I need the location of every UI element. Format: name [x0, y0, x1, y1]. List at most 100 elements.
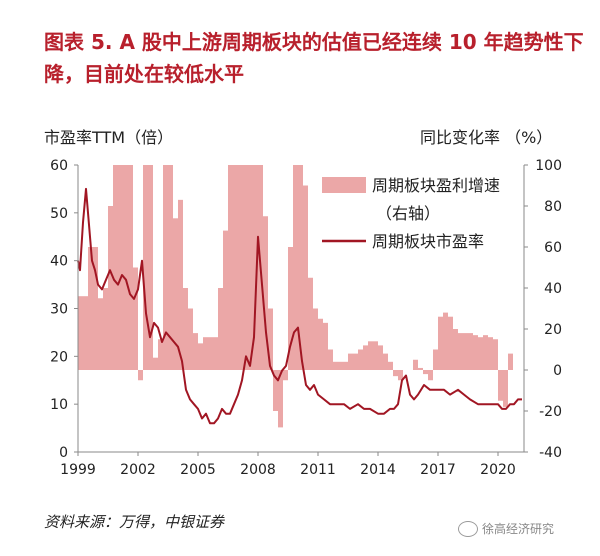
bar — [143, 165, 148, 370]
x-tick-label: 2020 — [480, 462, 516, 478]
bar — [198, 343, 203, 370]
bar — [498, 370, 503, 401]
x-tick-label: 2002 — [120, 462, 156, 478]
bar — [288, 247, 293, 370]
bar — [228, 165, 233, 370]
bar — [208, 337, 213, 370]
x-tick-label: 1999 — [60, 462, 96, 478]
bar — [473, 335, 478, 370]
right-tick-label: -20 — [539, 404, 562, 420]
bar — [118, 165, 123, 370]
bar — [93, 247, 98, 370]
chart-title: 图表 5. A 股中上游周期板块的估值已经连续 10 年趋势性下降，目前处在较低… — [44, 30, 584, 86]
bar — [133, 267, 138, 370]
bar — [378, 345, 383, 370]
bar — [313, 308, 318, 370]
bar — [338, 361, 343, 370]
bar — [248, 165, 253, 370]
bar — [343, 361, 348, 370]
bar — [493, 339, 498, 370]
bar — [383, 353, 388, 370]
watermark: 徐高经济研究 — [458, 520, 554, 537]
bar — [138, 370, 143, 381]
bar — [433, 349, 438, 370]
watermark-text: 徐高经济研究 — [482, 522, 555, 536]
bar — [173, 218, 178, 370]
bar — [218, 288, 223, 370]
bar — [398, 370, 403, 381]
left-tick-label: 20 — [50, 349, 68, 365]
left-tick-label: 10 — [50, 397, 68, 413]
bar — [163, 165, 168, 370]
bar — [348, 353, 353, 370]
bar — [303, 185, 308, 370]
pe-line — [77, 187, 522, 425]
right-tick-label: 80 — [544, 199, 562, 215]
combo-chart: 0 10 20 30 40 50 60 -40 -20 0 20 40 60 80 100 1999 2002 2… — [50, 158, 562, 478]
legend-bar-swatch — [322, 177, 366, 193]
right-tick-label: -40 — [539, 445, 562, 461]
bar — [388, 361, 393, 370]
bar — [83, 296, 88, 370]
bar — [358, 349, 363, 370]
right-tick-label: 20 — [544, 322, 562, 338]
legend-line-label: 周期板块市盈率 — [372, 232, 484, 251]
bar — [478, 337, 483, 370]
right-tick-label: 0 — [553, 363, 562, 379]
bar — [113, 165, 118, 370]
bar — [213, 337, 218, 370]
bar — [183, 288, 188, 370]
bar — [178, 199, 183, 370]
x-tick-label: 2005 — [180, 462, 216, 478]
bar — [88, 247, 93, 370]
bar — [223, 230, 228, 370]
bar — [268, 308, 273, 370]
bar — [238, 165, 243, 370]
left-tick-label: 50 — [50, 206, 68, 222]
right-tick-label: 40 — [544, 281, 562, 297]
bar — [333, 361, 338, 370]
bar — [448, 316, 453, 370]
bar — [508, 353, 513, 370]
bar — [253, 165, 258, 370]
bar — [263, 216, 268, 370]
bar — [98, 298, 103, 370]
x-tick-label: 2008 — [240, 462, 276, 478]
bar — [363, 345, 368, 370]
bar — [188, 308, 193, 370]
bar — [318, 318, 323, 370]
source-note: 资料来源：万得，中银证券 — [44, 513, 225, 531]
bar — [148, 165, 153, 370]
x-tick-label: 2011 — [300, 462, 336, 478]
bar — [353, 353, 358, 370]
bar — [428, 370, 433, 381]
bar — [488, 337, 493, 370]
bar — [233, 165, 238, 370]
bar — [483, 335, 488, 370]
bar — [308, 277, 313, 370]
bar — [418, 367, 423, 370]
right-axis-title: 同比变化率 （%） — [420, 128, 553, 147]
bar — [123, 165, 128, 370]
bar — [298, 165, 303, 370]
bar — [158, 339, 163, 370]
bar — [78, 296, 83, 370]
bar — [323, 322, 328, 370]
bar — [273, 370, 278, 411]
left-axis-title: 市盈率TTM（倍） — [44, 128, 174, 147]
bar — [103, 288, 108, 370]
bar — [283, 370, 288, 381]
bar — [503, 370, 508, 407]
bar — [463, 333, 468, 370]
bar — [368, 341, 373, 370]
bar — [203, 337, 208, 370]
right-tick-label: 60 — [544, 240, 562, 256]
bar — [458, 333, 463, 370]
bar — [193, 333, 198, 370]
bar — [413, 359, 418, 370]
bar — [108, 206, 113, 370]
bar — [278, 370, 283, 428]
left-tick-label: 30 — [50, 302, 68, 318]
bar — [128, 165, 133, 370]
x-tick-label: 2017 — [420, 462, 456, 478]
